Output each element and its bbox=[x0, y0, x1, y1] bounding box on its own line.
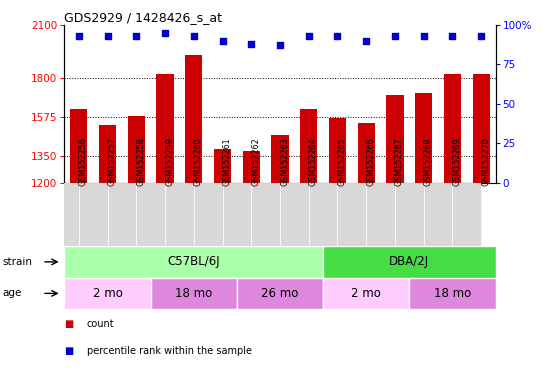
Text: GSM152262: GSM152262 bbox=[251, 137, 260, 186]
Bar bbox=[386, 95, 404, 384]
Point bbox=[419, 33, 428, 39]
Bar bbox=[237, 278, 323, 309]
Bar bbox=[424, 183, 452, 246]
Bar bbox=[272, 136, 288, 384]
Bar bbox=[99, 125, 116, 384]
Bar bbox=[338, 183, 366, 246]
Text: GSM152264: GSM152264 bbox=[309, 137, 318, 186]
Text: DBA/2J: DBA/2J bbox=[389, 255, 430, 268]
Bar bbox=[108, 183, 136, 246]
Text: ■: ■ bbox=[64, 319, 74, 329]
Text: GSM152266: GSM152266 bbox=[366, 137, 375, 186]
Bar bbox=[136, 183, 165, 246]
Text: GSM152268: GSM152268 bbox=[424, 137, 433, 186]
Point bbox=[74, 33, 83, 39]
Point bbox=[390, 33, 399, 39]
Point bbox=[247, 41, 256, 47]
Bar bbox=[194, 183, 222, 246]
Bar bbox=[70, 109, 87, 384]
Text: GDS2929 / 1428426_s_at: GDS2929 / 1428426_s_at bbox=[64, 11, 222, 24]
Text: GSM152256: GSM152256 bbox=[79, 137, 88, 186]
Point bbox=[333, 33, 342, 39]
Text: 18 mo: 18 mo bbox=[175, 287, 212, 300]
Bar bbox=[444, 74, 461, 384]
Point bbox=[477, 33, 486, 39]
Bar bbox=[242, 151, 260, 384]
Point bbox=[132, 33, 141, 39]
Text: GSM152261: GSM152261 bbox=[222, 137, 231, 186]
Text: 2 mo: 2 mo bbox=[92, 287, 123, 300]
Text: GSM152260: GSM152260 bbox=[194, 137, 203, 186]
Bar bbox=[128, 116, 145, 384]
Text: GSM152267: GSM152267 bbox=[395, 137, 404, 186]
Text: GSM152265: GSM152265 bbox=[338, 137, 347, 186]
Bar bbox=[165, 183, 194, 246]
Bar bbox=[151, 278, 237, 309]
Bar bbox=[452, 183, 481, 246]
Bar bbox=[64, 278, 151, 309]
Point bbox=[448, 33, 457, 39]
Point bbox=[304, 33, 313, 39]
Text: GSM152270: GSM152270 bbox=[481, 137, 490, 186]
Bar bbox=[309, 183, 338, 246]
Text: age: age bbox=[3, 288, 22, 298]
Text: GSM152269: GSM152269 bbox=[452, 137, 461, 186]
Text: 26 mo: 26 mo bbox=[262, 287, 298, 300]
Point bbox=[189, 33, 198, 39]
Point bbox=[276, 42, 284, 48]
Bar bbox=[64, 246, 323, 278]
Point bbox=[103, 33, 112, 39]
Text: percentile rank within the sample: percentile rank within the sample bbox=[87, 346, 252, 356]
Bar bbox=[214, 149, 231, 384]
Text: GSM152258: GSM152258 bbox=[136, 137, 145, 186]
Bar bbox=[300, 109, 318, 384]
Text: strain: strain bbox=[3, 257, 33, 267]
Bar bbox=[366, 183, 395, 246]
Bar bbox=[329, 118, 346, 384]
Bar bbox=[185, 55, 202, 384]
Text: GSM152257: GSM152257 bbox=[108, 137, 116, 186]
Text: ■: ■ bbox=[64, 346, 74, 356]
Bar bbox=[156, 74, 174, 384]
Point bbox=[218, 38, 227, 44]
Text: count: count bbox=[87, 319, 114, 329]
Bar bbox=[280, 183, 309, 246]
Point bbox=[362, 38, 371, 44]
Bar bbox=[473, 74, 490, 384]
Bar bbox=[79, 183, 108, 246]
Bar bbox=[409, 278, 496, 309]
Text: 18 mo: 18 mo bbox=[434, 287, 471, 300]
Text: C57BL/6J: C57BL/6J bbox=[167, 255, 220, 268]
Bar bbox=[323, 246, 496, 278]
Bar bbox=[415, 93, 432, 384]
Bar bbox=[395, 183, 424, 246]
Text: GSM152259: GSM152259 bbox=[165, 137, 174, 186]
Bar bbox=[222, 183, 251, 246]
Point bbox=[161, 30, 170, 36]
Text: GSM152263: GSM152263 bbox=[280, 137, 289, 186]
Text: 2 mo: 2 mo bbox=[351, 287, 381, 300]
Bar bbox=[358, 123, 375, 384]
Bar bbox=[323, 278, 409, 309]
Bar bbox=[251, 183, 280, 246]
Bar bbox=[50, 183, 79, 246]
